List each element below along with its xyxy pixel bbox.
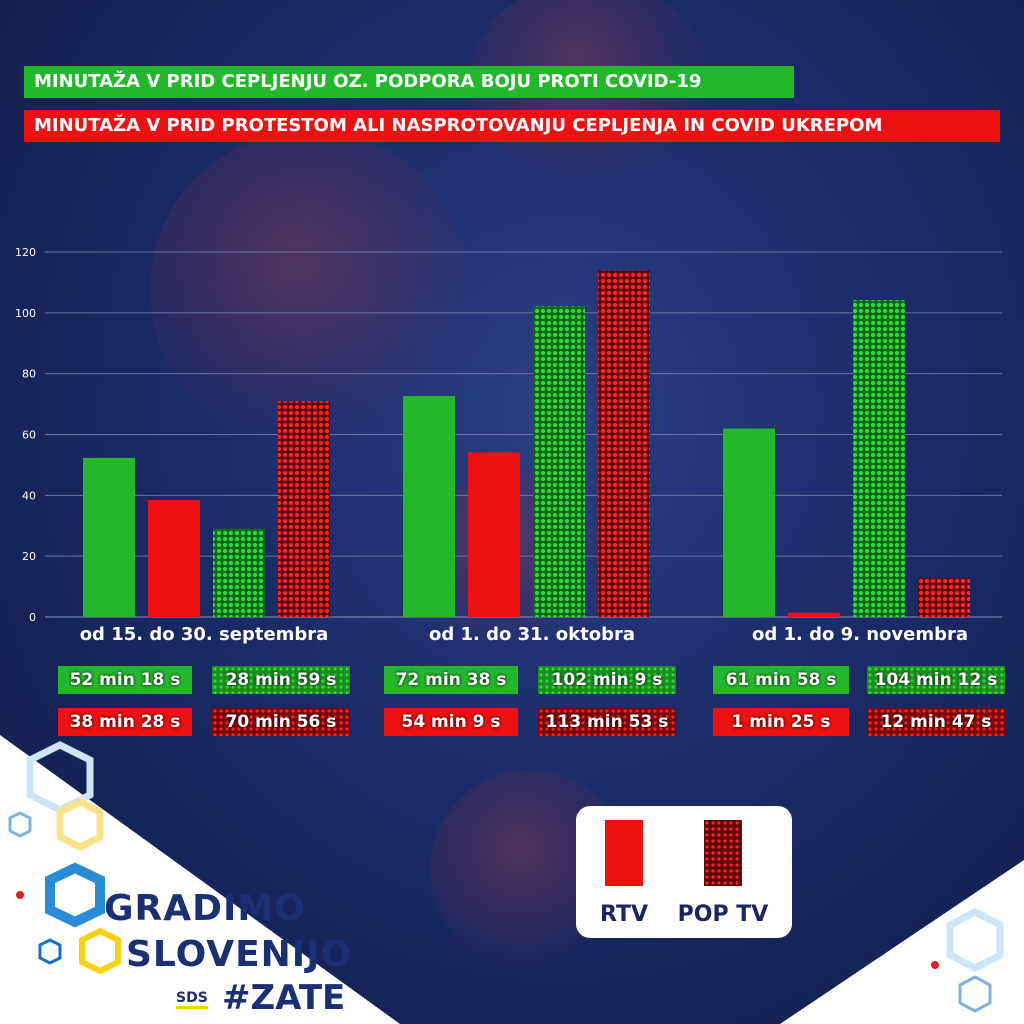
- bar-rtv-contra: [788, 612, 840, 617]
- y-tick-label: 20: [22, 550, 36, 563]
- bar-rtv-pro: [403, 396, 455, 617]
- value-label-rtv-pro: 52 min 18 s: [58, 666, 192, 694]
- hexagon-decoration: [26, 741, 94, 814]
- hexagon-decoration: [946, 908, 1004, 972]
- brand-hashtag: #ZATE: [222, 978, 346, 1018]
- bar-pop-tv-pro: [853, 300, 905, 617]
- value-label-pop-pro: 28 min 59 s: [212, 666, 350, 694]
- y-tick-label: 0: [29, 611, 36, 624]
- y-tick-label: 80: [22, 368, 36, 381]
- bar-pop-tv-pro: [533, 306, 585, 617]
- chart-bars: [83, 270, 970, 617]
- hexagon-decoration: [56, 798, 104, 851]
- y-tick-label: 100: [15, 307, 36, 320]
- bar-rtv-contra: [148, 499, 200, 617]
- value-label-rtv-contra: 38 min 28 s: [58, 708, 192, 736]
- value-label-rtv-contra: 54 min 9 s: [384, 708, 518, 736]
- bar-chart: 0 20 40 60 80 100 120: [15, 246, 1002, 624]
- bar-pop-tv-contra: [598, 270, 650, 617]
- value-label-rtv-pro: 72 min 38 s: [384, 666, 518, 694]
- hexagon-decoration: [958, 975, 992, 1013]
- value-label-pop-contra: 12 min 47 s: [867, 708, 1005, 736]
- value-label-rtv-pro: 61 min 58 s: [713, 666, 849, 694]
- value-label-pop-pro: 102 min 9 s: [538, 666, 676, 694]
- bar-rtv-pro: [723, 428, 775, 617]
- value-label-rtv-contra: 1 min 25 s: [713, 708, 849, 736]
- y-axis-ticks: 0 20 40 60 80 100 120: [15, 246, 36, 624]
- hexagon-decoration: [79, 927, 121, 975]
- legend-swatch-pop-tv: [704, 820, 742, 886]
- category-label-october: od 1. do 31. oktobra: [428, 624, 636, 645]
- hexagon-decoration: [45, 862, 105, 928]
- brand-line-1: GRADIMO: [104, 888, 306, 929]
- y-tick-label: 40: [22, 489, 36, 502]
- bar-rtv-pro: [83, 457, 135, 617]
- legend-title-pro: MINUTAŽA V PRID CEPLJENJU OZ. PODPORA BO…: [24, 66, 794, 98]
- value-label-pop-contra: 70 min 56 s: [212, 708, 350, 736]
- hexagon-decoration: [8, 811, 32, 838]
- chart-legend: RTV POP TV: [576, 806, 792, 938]
- brand-line-2: SLOVENIJO: [126, 934, 353, 975]
- bar-pop-tv-contra: [278, 401, 330, 617]
- legend-label-pop-tv: POP TV: [677, 902, 769, 927]
- party-logo: SDS: [176, 990, 208, 1009]
- bar-pop-tv-pro: [213, 528, 265, 617]
- legend-label-rtv: RTV: [600, 902, 648, 927]
- value-label-pop-contra: 113 min 53 s: [538, 708, 676, 736]
- value-label-pop-pro: 104 min 12 s: [867, 666, 1005, 694]
- legend-title-contra: MINUTAŽA V PRID PROTESTOM ALI NASPROTOVA…: [24, 110, 1000, 142]
- category-label-september: od 15. do 30. septembra: [79, 624, 329, 645]
- hexagon-decoration: [38, 938, 62, 965]
- y-tick-label: 120: [15, 246, 36, 259]
- y-tick-label: 60: [22, 429, 36, 442]
- category-label-november: od 1. do 9. novembra: [751, 624, 969, 645]
- bar-rtv-contra: [468, 452, 520, 617]
- bar-pop-tv-contra: [918, 578, 970, 617]
- legend-swatch-rtv: [605, 820, 643, 886]
- chart-gridlines: [45, 251, 1002, 618]
